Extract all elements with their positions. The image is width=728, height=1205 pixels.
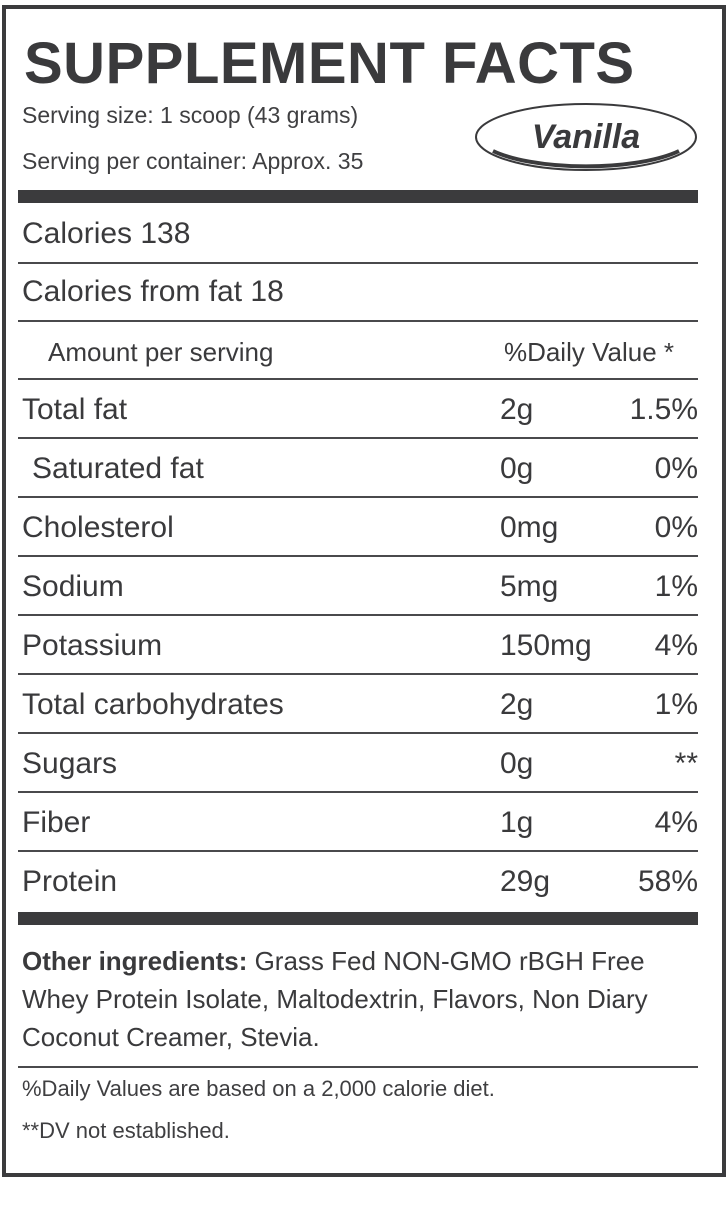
nutrient-name: Fiber [22,806,91,839]
nutrient-row-saturated-fat: Saturated fat 0g 0% [18,439,698,497]
nutrient-name: Cholesterol [22,511,174,544]
ingredients-label: Other ingredients: [22,946,248,976]
nutrient-name: Saturated fat [32,452,204,485]
daily-value-header: %Daily Value * [503,337,674,367]
divider [18,791,698,793]
nutrient-daily-value: 4% [654,629,698,662]
nutrient-daily-value: 1% [654,688,698,721]
top-thick-divider [18,190,698,203]
nutrient-daily-value: 0% [654,511,698,544]
flavor-badge: Vanilla [473,101,699,173]
nutrient-row-cholesterol: Cholesterol 0mg 0% [18,498,698,556]
nutrient-amount: 0mg [500,511,559,544]
nutrient-amount: 2g [500,393,534,426]
nutrient-daily-value: 58% [637,865,698,898]
divider [18,732,698,734]
divider [18,850,698,852]
nutrient-name: Total carbohydrates [22,688,284,721]
footnote-dv-not-established: **DV not established. [22,1118,230,1143]
nutrient-row-fiber: Fiber 1g 4% [18,793,698,851]
label-title: SUPPLEMENT FACTS [24,31,635,96]
nutrient-name: Potassium [22,629,163,662]
nutrient-amount: 0g [500,452,534,485]
nutrient-name: Protein [22,865,118,898]
amount-per-serving-header: Amount per serving [48,337,274,367]
flavor-badge-outline [475,103,697,171]
nutrient-row-sodium: Sodium 5mg 1% [18,557,698,615]
nutrient-row-total-fat: Total fat 2g 1.5% [18,380,698,438]
nutrient-name: Sugars [22,747,118,780]
divider [18,320,698,322]
nutrient-amount: 1g [500,806,534,839]
nutrient-name: Total fat [22,393,128,426]
divider [18,496,698,498]
nutrient-amount: 0g [500,747,534,780]
nutrient-amount: 150mg [500,629,592,662]
flavor-name: Vanilla [531,118,641,156]
divider [18,378,698,380]
serving-size: Serving size: 1 scoop (43 grams) [22,102,359,128]
divider [18,614,698,616]
nutrient-amount: 5mg [500,570,559,603]
footnote-daily-values: %Daily Values are based on a 2,000 calor… [22,1076,495,1101]
divider [18,673,698,675]
nutrient-daily-value: 1.5% [629,393,698,426]
ingredients-text: Grass Fed NON-GMO rBGH Free Whey Protein… [22,946,648,1052]
divider [18,437,698,439]
nutrient-daily-value: ** [674,747,698,780]
supplement-facts-label: SUPPLEMENT FACTS Serving size: 1 scoop (… [2,5,726,1177]
nutrient-row-sugars: Sugars 0g ** [18,734,698,792]
nutrient-amount: 2g [500,688,534,721]
divider [18,1066,698,1068]
nutrient-name: Sodium [22,570,124,603]
nutrient-daily-value: 0% [654,452,698,485]
divider [18,262,698,264]
divider [18,555,698,557]
nutrient-row-potassium: Potassium 150mg 4% [18,616,698,674]
other-ingredients: Other ingredients: Grass Fed NON-GMO rBG… [22,942,712,1056]
nutrient-row-protein: Protein 29g 58% [18,852,698,910]
calories-from-fat: Calories from fat 18 [22,275,284,308]
calories: Calories 138 [22,217,191,250]
bottom-thick-divider [18,912,698,925]
servings-per-container: Serving per container: Approx. 35 [22,148,364,174]
nutrient-daily-value: 1% [654,570,698,603]
nutrient-daily-value: 4% [654,806,698,839]
nutrient-row-total-carbohydrates: Total carbohydrates 2g 1% [18,675,698,733]
nutrient-amount: 29g [500,865,551,898]
